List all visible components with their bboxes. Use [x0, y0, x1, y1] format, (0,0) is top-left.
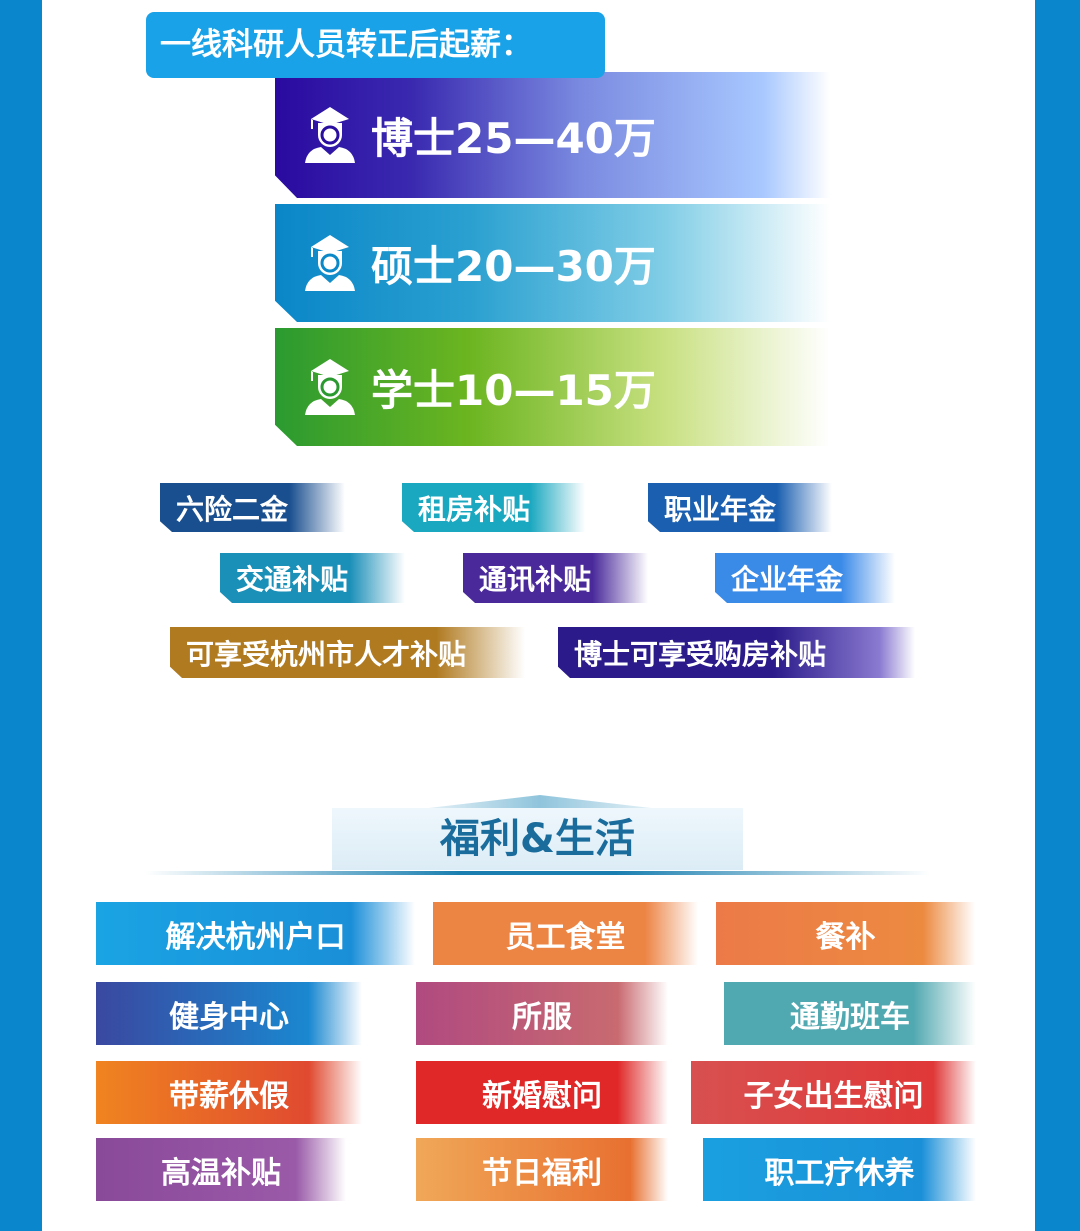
- left-border: [0, 0, 42, 1231]
- perk-tag: 职业年金: [648, 483, 832, 532]
- benefit-tag: 餐补: [716, 902, 975, 965]
- benefit-tag: 员工食堂: [433, 902, 698, 965]
- perk-tag: 企业年金: [715, 553, 895, 603]
- perk-tag: 交通补贴: [220, 553, 405, 603]
- benefit-tag: 高温补贴: [96, 1138, 346, 1201]
- benefit-tag: 带薪休假: [96, 1061, 362, 1124]
- salary-master: 硕士20—30万: [275, 204, 830, 322]
- salary-bachelor-label: 学士10—15万: [371, 365, 656, 415]
- perk-tag: 可享受杭州市人才补贴: [170, 627, 525, 678]
- graduate-icon: [305, 107, 355, 163]
- benefit-tag: 职工疗休养: [703, 1138, 976, 1201]
- graduate-icon: [305, 235, 355, 291]
- salary-bachelor: 学士10—15万: [275, 328, 830, 446]
- perk-tag: 六险二金: [160, 483, 345, 532]
- benefit-tag: 解决杭州户口: [96, 902, 415, 965]
- benefit-tag: 通勤班车: [724, 982, 976, 1045]
- perk-tag: 租房补贴: [402, 483, 585, 532]
- benefit-tag: 健身中心: [96, 982, 362, 1045]
- benefit-tag: 新婚慰问: [416, 1061, 668, 1124]
- salary-master-label: 硕士20—30万: [371, 241, 656, 291]
- salary-title: 一线科研人员转正后起薪：: [146, 12, 605, 78]
- salary-phd-label: 博士25—40万: [371, 113, 656, 163]
- section-divider: [145, 871, 930, 875]
- benefits-title: 福利&生活: [332, 808, 743, 870]
- graduate-icon: [305, 359, 355, 415]
- right-border: [1035, 0, 1080, 1231]
- benefit-tag: 节日福利: [416, 1138, 668, 1201]
- perk-tag: 通讯补贴: [463, 553, 648, 603]
- salary-phd: 博士25—40万: [275, 72, 830, 198]
- benefit-tag: 所服: [416, 982, 668, 1045]
- benefit-tag: 子女出生慰问: [691, 1061, 976, 1124]
- perk-tag: 博士可享受购房补贴: [558, 627, 915, 678]
- section-roof-decoration: [420, 795, 660, 809]
